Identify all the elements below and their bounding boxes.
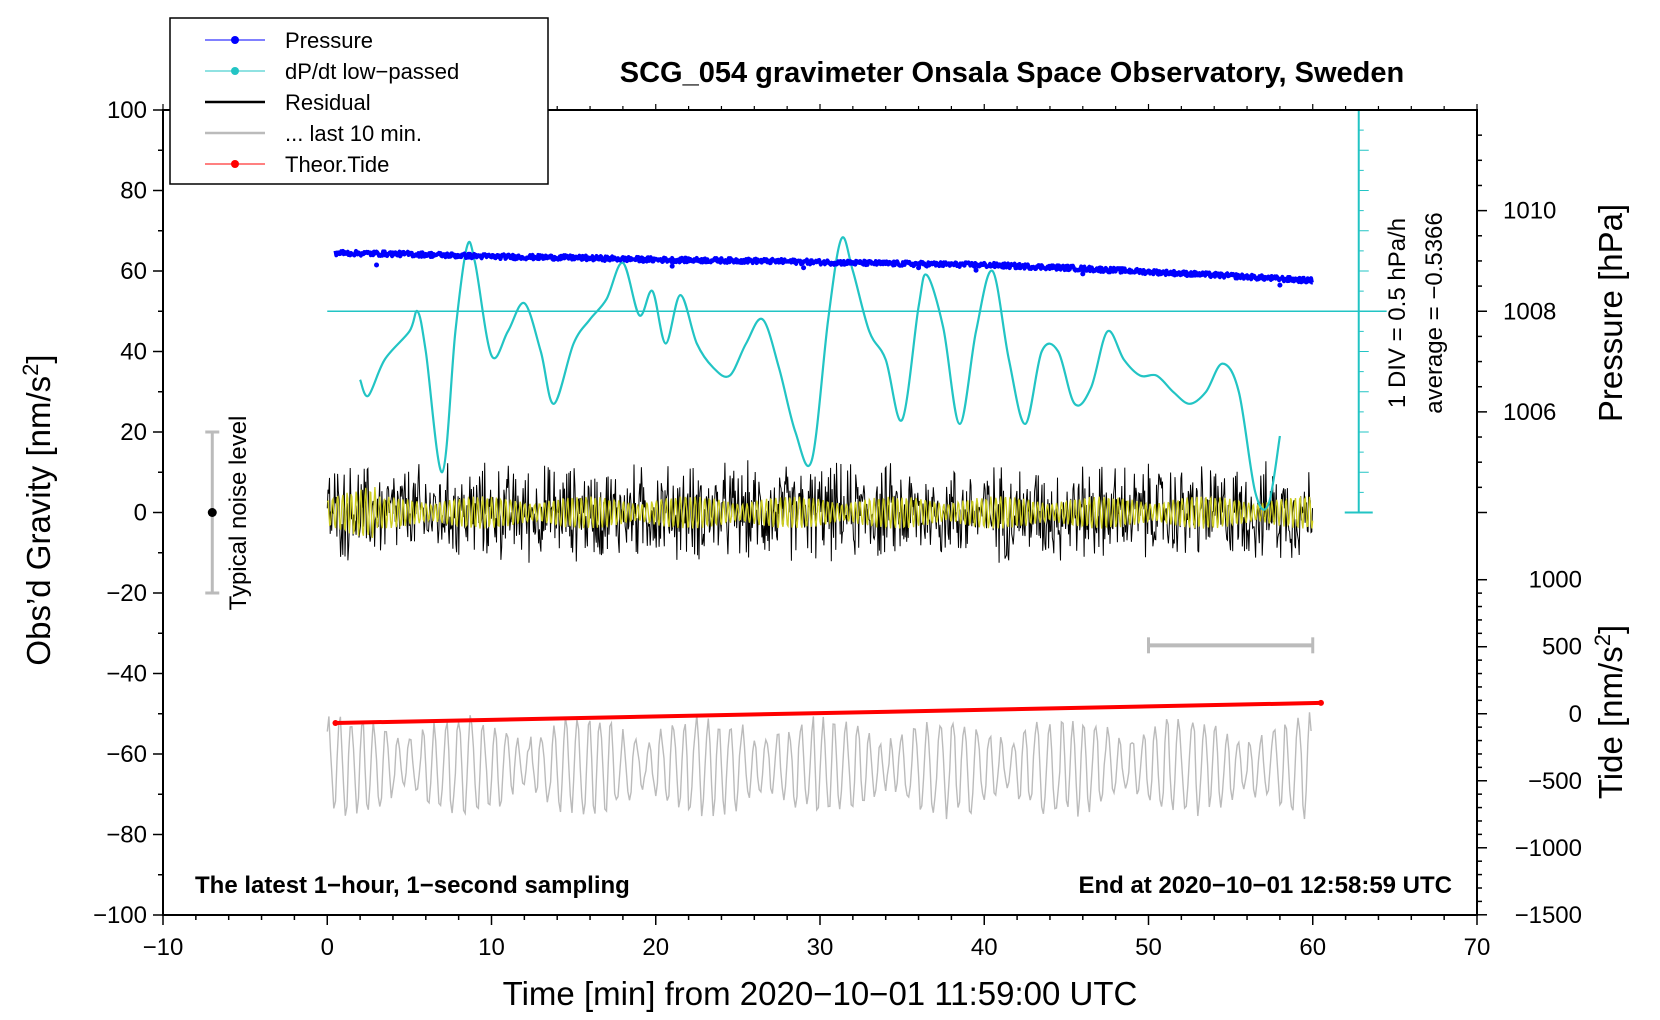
note-end-time: End at 2020−10−01 12:58:59 UTC <box>1078 872 1452 899</box>
y-tick-label: −60 <box>106 741 147 768</box>
legend-entry: ... last 10 min. <box>205 121 422 146</box>
pressure-tick-label: 1010 <box>1503 198 1556 225</box>
tide-point <box>1317 699 1324 706</box>
y-axis-label-pressure: Pressure [hPa] <box>1592 204 1629 422</box>
pressure-tick-label: 1008 <box>1503 298 1556 325</box>
tide-tick-label: −1500 <box>1515 902 1582 929</box>
y-tick-label: −100 <box>93 902 147 929</box>
y-tick-label: 20 <box>120 419 147 446</box>
x-tick-label: 30 <box>807 934 834 961</box>
series-residual-smoothed <box>326 486 1314 539</box>
pressure-trace <box>333 248 1314 285</box>
noise-bar-center-dot <box>207 508 217 517</box>
legend-entry: Pressure <box>205 28 373 53</box>
tide-tick-label: 1000 <box>1529 567 1582 594</box>
legend-label: Theor.Tide <box>285 152 389 177</box>
y-tick-label: 100 <box>107 97 147 124</box>
series-residual <box>326 460 1313 563</box>
pressure-point <box>1277 282 1283 288</box>
x-tick-label: 0 <box>321 934 334 961</box>
series-pressure <box>333 248 1314 288</box>
pressure-point <box>374 262 380 268</box>
legend-entry: Residual <box>205 90 371 115</box>
noise-level-label: Typical noise level <box>225 416 252 611</box>
legend-entries: Pressure dP/dt low−passed Residual ... last… <box>205 28 459 177</box>
x-tick-label: 20 <box>642 934 669 961</box>
chart-title: SCG_054 gravimeter Onsala Space Observat… <box>620 57 1404 89</box>
x-tick-label: 60 <box>1299 934 1326 961</box>
legend: Pressure dP/dt low−passed Residual ... last… <box>169 17 549 185</box>
series-last-10-min <box>326 712 1312 820</box>
legend-swatch-dot <box>231 36 239 44</box>
x-tick-label: 50 <box>1135 934 1162 961</box>
legend-label: Pressure <box>285 28 373 53</box>
y-axis-label-left: Obs’d Gravity [nm/s2] <box>18 354 58 665</box>
tide-point <box>332 720 339 727</box>
x-tick-label: 70 <box>1464 934 1491 961</box>
note-sampling: The latest 1−hour, 1−second sampling <box>195 872 630 899</box>
x-tick-label: 40 <box>971 934 998 961</box>
legend-entry: dP/dt low−passed <box>205 59 459 84</box>
y-tick-label: −20 <box>106 580 147 607</box>
y-axis-label-tide: Tide [nm/s2] <box>1590 625 1630 799</box>
pressure-point <box>973 267 979 273</box>
pressure-point <box>1080 271 1086 277</box>
pressure-point <box>801 265 807 271</box>
y-tick-label: 60 <box>120 258 147 285</box>
tide-tick-label: −500 <box>1528 768 1582 795</box>
y-tick-label: 40 <box>120 339 147 366</box>
legend-label: dP/dt low−passed <box>285 59 459 84</box>
x-tick-label: 10 <box>478 934 505 961</box>
series-dpdt <box>359 236 1281 511</box>
legend-label: ... last 10 min. <box>285 121 422 146</box>
legend-swatch-dot <box>231 67 239 75</box>
tide-tick-label: −1000 <box>1515 835 1582 862</box>
legend-entry: Theor.Tide <box>205 152 389 177</box>
tide-tick-label: 500 <box>1542 634 1582 661</box>
y-tick-label: 0 <box>134 500 147 527</box>
pressure-point <box>669 263 675 269</box>
pressure-point <box>916 265 922 271</box>
tide-tick-label: 0 <box>1569 701 1582 728</box>
series-theor-tide <box>335 700 1322 725</box>
dpdt-div-label: 1 DIV = 0.5 hPa/h <box>1384 218 1411 408</box>
x-tick-label: −10 <box>143 934 184 961</box>
y-tick-label: −40 <box>106 661 147 688</box>
pressure-tick-label: 1006 <box>1503 399 1556 426</box>
legend-swatch-dot <box>231 160 239 168</box>
x-axis-label: Time [min] from 2020−10−01 11:59:00 UTC <box>503 975 1138 1012</box>
legend-label: Residual <box>285 90 371 115</box>
axes-layer: −10 0 10 20 30 40 50 60 70100806040200−20−40−60−… <box>93 97 1582 961</box>
data-layer <box>205 109 1387 820</box>
dpdt-average-label: average = −0.5366 <box>1421 212 1448 414</box>
y-tick-label: 80 <box>120 178 147 205</box>
y-tick-label: −80 <box>106 822 147 849</box>
